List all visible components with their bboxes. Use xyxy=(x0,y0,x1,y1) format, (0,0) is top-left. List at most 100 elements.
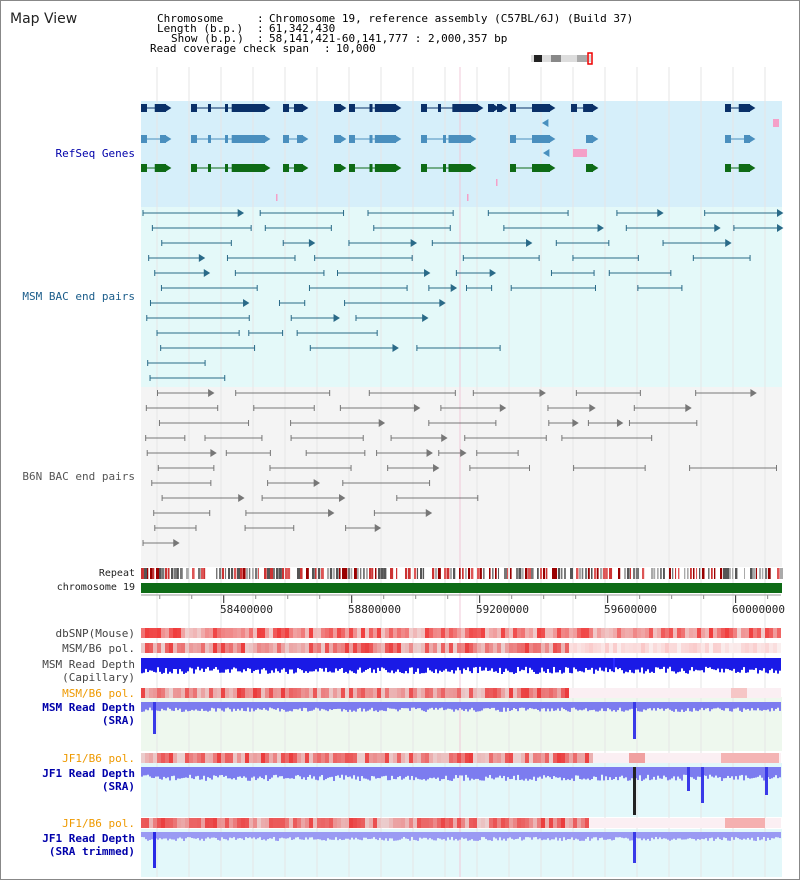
dbsnp-heat-cell xyxy=(673,628,677,638)
dbsnp-heat-cell xyxy=(557,628,561,638)
track-label-repeat[interactable]: Repeat xyxy=(98,568,135,579)
dbsnp-heat-cell xyxy=(645,628,649,638)
gene-exon xyxy=(738,164,750,172)
msm-capillary-depth-bar xyxy=(461,658,463,674)
msm-capillary-depth-bar xyxy=(729,658,731,671)
msm-capillary-depth-bar xyxy=(365,658,367,671)
bac-end-arrow xyxy=(572,419,579,427)
msm-capillary-depth-bar xyxy=(391,658,393,671)
jf1-trim-depth-bar xyxy=(381,832,383,840)
jf1-pol2-heat-cell xyxy=(549,818,553,828)
track-label-msm-b6-pol-2[interactable]: MSM/B6 pol. xyxy=(62,687,135,700)
jf1-trim-depth-bar xyxy=(757,832,759,838)
jf1-trim-depth-bar xyxy=(149,832,151,840)
msm-sra-depth-bar xyxy=(227,702,229,708)
msm-sra-depth-bar xyxy=(601,702,603,709)
msm-capillary-depth-bar xyxy=(711,658,713,670)
track-label-msm-b6-pol-1[interactable]: MSM/B6 pol. xyxy=(62,642,135,655)
msm-sra-depth-bar xyxy=(609,702,611,710)
dbsnp-heat-cell xyxy=(197,628,201,638)
track-label-jf1-b6-pol-1[interactable]: JF1/B6 pol. xyxy=(62,752,135,765)
track-label-refseq[interactable]: RefSeq Genes xyxy=(55,147,135,160)
msm-capillary-depth-bar xyxy=(363,658,365,672)
track-label-jf1-depth-sra-1[interactable]: JF1 Read Depth xyxy=(42,767,135,780)
msm-capillary-depth-bar xyxy=(535,658,537,674)
track-label-msm-depth-sra-1[interactable]: MSM Read Depth xyxy=(42,701,135,714)
dbsnp-heat-cell xyxy=(545,628,549,638)
jf1-sra-depth-bar xyxy=(685,767,687,775)
repeat-element xyxy=(273,568,275,579)
track-label-jf1-depth-sra-2[interactable]: (SRA) xyxy=(101,780,135,793)
jf1-pol2-heat-cell xyxy=(617,818,621,828)
dbsnp-heat-cell xyxy=(509,628,513,638)
msm-capillary-depth-bar xyxy=(567,658,569,668)
jf1-trim-depth-bar xyxy=(731,832,733,838)
dbsnp-heat-cell xyxy=(709,628,713,638)
track-label-msm-bac[interactable]: MSM BAC end pairs xyxy=(22,290,135,303)
jf1-trim-depth-bar xyxy=(437,832,439,839)
msm-capillary-depth-bar xyxy=(703,658,705,673)
bac-end-arrow xyxy=(333,314,340,322)
track-label-msm-depth-sra-2[interactable]: (SRA) xyxy=(101,714,135,727)
jf1-sra-depth-bar xyxy=(283,767,285,779)
track-label-chromosome[interactable]: chromosome 19 xyxy=(56,582,135,593)
dbsnp-heat-cell xyxy=(445,628,449,638)
msm-capillary-depth-bar xyxy=(581,658,583,672)
msm-sra-depth-bar xyxy=(577,702,579,711)
repeat-element xyxy=(636,568,640,579)
gene-exon xyxy=(532,135,550,143)
jf1-sra-depth-bar xyxy=(691,767,693,778)
jf1-sra-depth-bar xyxy=(333,767,335,781)
track-label-b6n-bac[interactable]: B6N BAC end pairs xyxy=(22,470,135,483)
jf1-sra-depth-bar xyxy=(777,767,779,779)
msm-pol-heat-cell xyxy=(369,643,373,653)
track-label-msm-depth-cap-1[interactable]: MSM Read Depth xyxy=(42,658,135,671)
msm-sra-depth-bar xyxy=(245,702,247,712)
msm-capillary-depth-bar xyxy=(451,658,453,671)
msm-capillary-depth-bar xyxy=(279,658,281,673)
msm-sra-depth-bar xyxy=(581,702,583,711)
jf1-pol-heat-cell xyxy=(557,753,561,763)
msm-pol-heat-cell xyxy=(253,643,257,653)
jf1-trim-depth-bar xyxy=(247,832,249,839)
jf1-sra-depth-bar xyxy=(439,767,441,781)
bac-end-arrow xyxy=(338,494,346,502)
msm-pol2-heat-cell xyxy=(777,688,781,698)
msm-capillary-depth-bar xyxy=(533,658,535,672)
jf1-pol-heat-cell xyxy=(469,753,473,763)
msm-pol-heat-cell xyxy=(509,643,513,653)
msm-capillary-depth-bar xyxy=(233,658,235,668)
gene-strand-arrow xyxy=(592,104,599,112)
msm-pol-heat-cell xyxy=(465,643,469,653)
msm-sra-depth-bar xyxy=(313,702,315,710)
msm-capillary-depth-bar xyxy=(587,658,589,670)
repeat-element xyxy=(369,568,372,579)
jf1-pol-heat-cell xyxy=(497,753,501,763)
track-label-jf1-b6-pol-2[interactable]: JF1/B6 pol. xyxy=(62,817,135,830)
track-label-jf1-depth-trim-2[interactable]: (SRA trimmed) xyxy=(48,845,135,858)
msm-pol2-heat-cell xyxy=(141,688,145,698)
repeat-element xyxy=(177,568,179,579)
track-label-msm-depth-cap-2[interactable]: (Capillary) xyxy=(62,671,135,684)
msm-capillary-depth-bar xyxy=(235,658,237,669)
jf1-trim-depth-bar xyxy=(775,832,777,838)
jf1-pol2-heat-cell xyxy=(289,818,293,828)
msm-capillary-depth-bar xyxy=(231,658,233,670)
jf1-pol2-heat-cell xyxy=(197,818,201,828)
jf1-trim-depth-bar xyxy=(707,832,709,841)
jf1-pol-heat-cell xyxy=(705,753,709,763)
track-label-dbsnp[interactable]: dbSNP(Mouse) xyxy=(55,627,135,640)
track-label-jf1-depth-trim-1[interactable]: JF1 Read Depth xyxy=(42,832,135,845)
msm-sra-depth-bar xyxy=(351,702,353,712)
jf1-trim-depth-bar xyxy=(215,832,217,839)
msm-sra-depth-bar xyxy=(221,702,223,711)
msm-pol2-heat-cell xyxy=(297,688,301,698)
jf1-pol2-heat-cell xyxy=(621,818,625,828)
jf1-pol2-heat-cell xyxy=(681,818,685,828)
msm-sra-depth-bar xyxy=(397,702,399,712)
msm-sra-depth-bar xyxy=(553,702,555,711)
jf1-pol2-heat-cell xyxy=(169,818,173,828)
msm-capillary-depth-bar xyxy=(641,658,643,668)
msm-sra-depth-bar xyxy=(525,702,527,711)
